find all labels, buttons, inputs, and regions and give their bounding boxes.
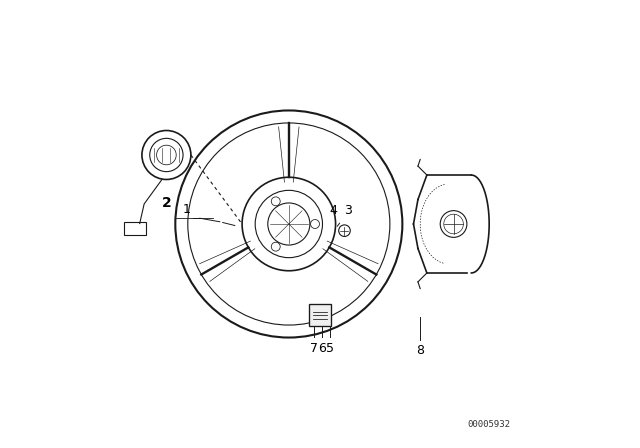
Text: 7: 7	[310, 341, 318, 354]
Text: 5: 5	[326, 341, 334, 354]
Text: 00005932: 00005932	[468, 420, 511, 429]
Text: 6: 6	[318, 341, 326, 354]
Text: 3: 3	[344, 204, 352, 217]
Text: 1: 1	[183, 203, 191, 216]
Text: 4: 4	[329, 204, 337, 217]
Text: 8: 8	[416, 344, 424, 357]
FancyBboxPatch shape	[309, 304, 331, 327]
Text: 2: 2	[161, 196, 172, 211]
